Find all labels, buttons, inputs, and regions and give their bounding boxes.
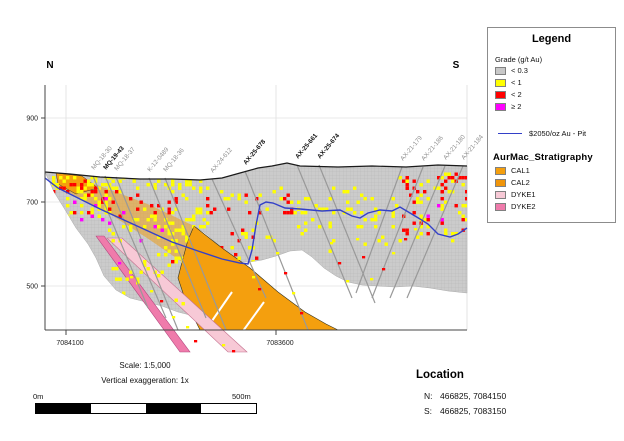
drill-trace — [115, 176, 179, 331]
dyke2-body — [95, 235, 191, 353]
drill-trace — [406, 165, 464, 299]
drill-trace — [244, 170, 309, 331]
elevation-tick-label: 900 — [26, 116, 38, 123]
grade-legend-item: < 0.3 — [495, 65, 615, 76]
pit-line-swatch — [498, 133, 522, 134]
scalebar-start-label: 0m — [33, 392, 44, 401]
strat-group-label: AurMac_Stratigraphy — [493, 152, 593, 163]
strat-legend-item: DYKE2 — [495, 201, 615, 212]
strat-legend-swatch — [495, 190, 506, 199]
legend-title: Legend — [531, 33, 572, 45]
northing-tick-label: 7083600 — [266, 340, 293, 347]
vertical-exaggeration-text: Vertical exaggeration: 1x — [101, 376, 189, 385]
strat-legend-label: DYKE2 — [511, 202, 536, 211]
assay-interval-ticks — [118, 228, 418, 353]
location-row-south: S: 466825, 7083150 — [424, 406, 506, 416]
scale-bar-segment — [201, 404, 256, 413]
drill-hole-label: AX-25-678 — [242, 138, 267, 166]
grade-legend-swatch — [495, 78, 506, 87]
northing-tick-label: 7084100 — [56, 340, 83, 347]
drill-trace — [389, 165, 446, 299]
drill-trace — [296, 164, 353, 299]
scale-bar-segment — [36, 404, 91, 413]
strat-legend-item: DYKE1 — [495, 189, 615, 200]
strat-legend-items: CAL1 CAL2 DYKE1 DYKE2 — [488, 165, 615, 212]
grade-legend-label: < 1 — [511, 78, 522, 87]
scale-bar-segment — [146, 404, 201, 413]
grade-legend-label: < 2 — [511, 90, 522, 99]
grade-legend-item: < 1 — [495, 77, 615, 88]
location-title: Location — [416, 369, 464, 381]
location-south-value: 466825, 7083150 — [440, 406, 507, 416]
drill-trace — [92, 175, 149, 309]
strat-legend-swatch — [495, 202, 506, 211]
drill-trace — [318, 164, 376, 304]
grade-legend-item: ≥ 2 — [495, 101, 615, 112]
axes: 900 700 500 7084100 7083600 — [26, 85, 467, 347]
drill-hole-label: AX-21-186 — [420, 134, 445, 162]
strat-legend-label: DYKE1 — [511, 190, 536, 199]
location-south-label: S: — [424, 406, 433, 416]
grade-legend-item: < 2 — [495, 89, 615, 100]
topography-line — [44, 162, 468, 181]
grade-legend-label: ≥ 2 — [511, 102, 522, 111]
grade-group-label: Grade (g/t Au) — [495, 55, 543, 64]
drill-trace — [355, 166, 403, 294]
strat-legend-label: CAL1 — [511, 166, 530, 175]
drill-hole-label: AX-24-612 — [209, 146, 234, 174]
grade-legend-swatch — [495, 90, 506, 99]
strat-legend-item: CAL1 — [495, 165, 615, 176]
pit-legend-label: $2050/oz Au - Pit — [529, 129, 587, 138]
elevation-tick-label: 500 — [26, 284, 38, 291]
drill-trace — [211, 178, 267, 299]
location-north-value: 466825, 7084150 — [440, 391, 507, 401]
elevation-tick-label: 700 — [26, 200, 38, 207]
drill-hole-label: AX-25-674 — [316, 132, 341, 160]
dyke1-body — [106, 237, 248, 353]
strat-legend-swatch — [495, 178, 506, 187]
grade-legend-label: < 0.3 — [511, 66, 528, 75]
strat-legend-item: CAL2 — [495, 177, 615, 188]
north-end-label: N — [46, 60, 53, 71]
scale-bar — [35, 403, 257, 414]
strat-legend-label: CAL2 — [511, 178, 530, 187]
grade-legend-swatch — [495, 102, 506, 111]
drill-trace — [104, 175, 167, 319]
scale-bar-segment — [91, 404, 146, 413]
strat-legend-swatch — [495, 166, 506, 175]
pit-shell-line — [44, 177, 468, 265]
cal-band-gap — [242, 301, 265, 332]
grade-legend-swatch — [495, 66, 506, 75]
south-end-label: S — [453, 60, 460, 71]
scalebar-end-label: 500m — [232, 392, 251, 401]
location-north-label: N: — [424, 391, 433, 401]
drill-trace — [371, 166, 424, 299]
drill-trace — [164, 177, 227, 331]
grade-legend-items: < 0.3 < 1 < 2 ≥ 2 — [488, 65, 615, 112]
scale-text: Scale: 1:5,000 — [119, 361, 171, 370]
pit-legend-item: $2050/oz Au - Pit — [498, 129, 615, 138]
legend-panel: Legend Grade (g/t Au) < 0.3 < 1 < 2 ≥ 2 $20… — [487, 27, 616, 223]
location-row-north: N: 466825, 7084150 — [424, 391, 506, 401]
drill-trace — [148, 177, 207, 319]
